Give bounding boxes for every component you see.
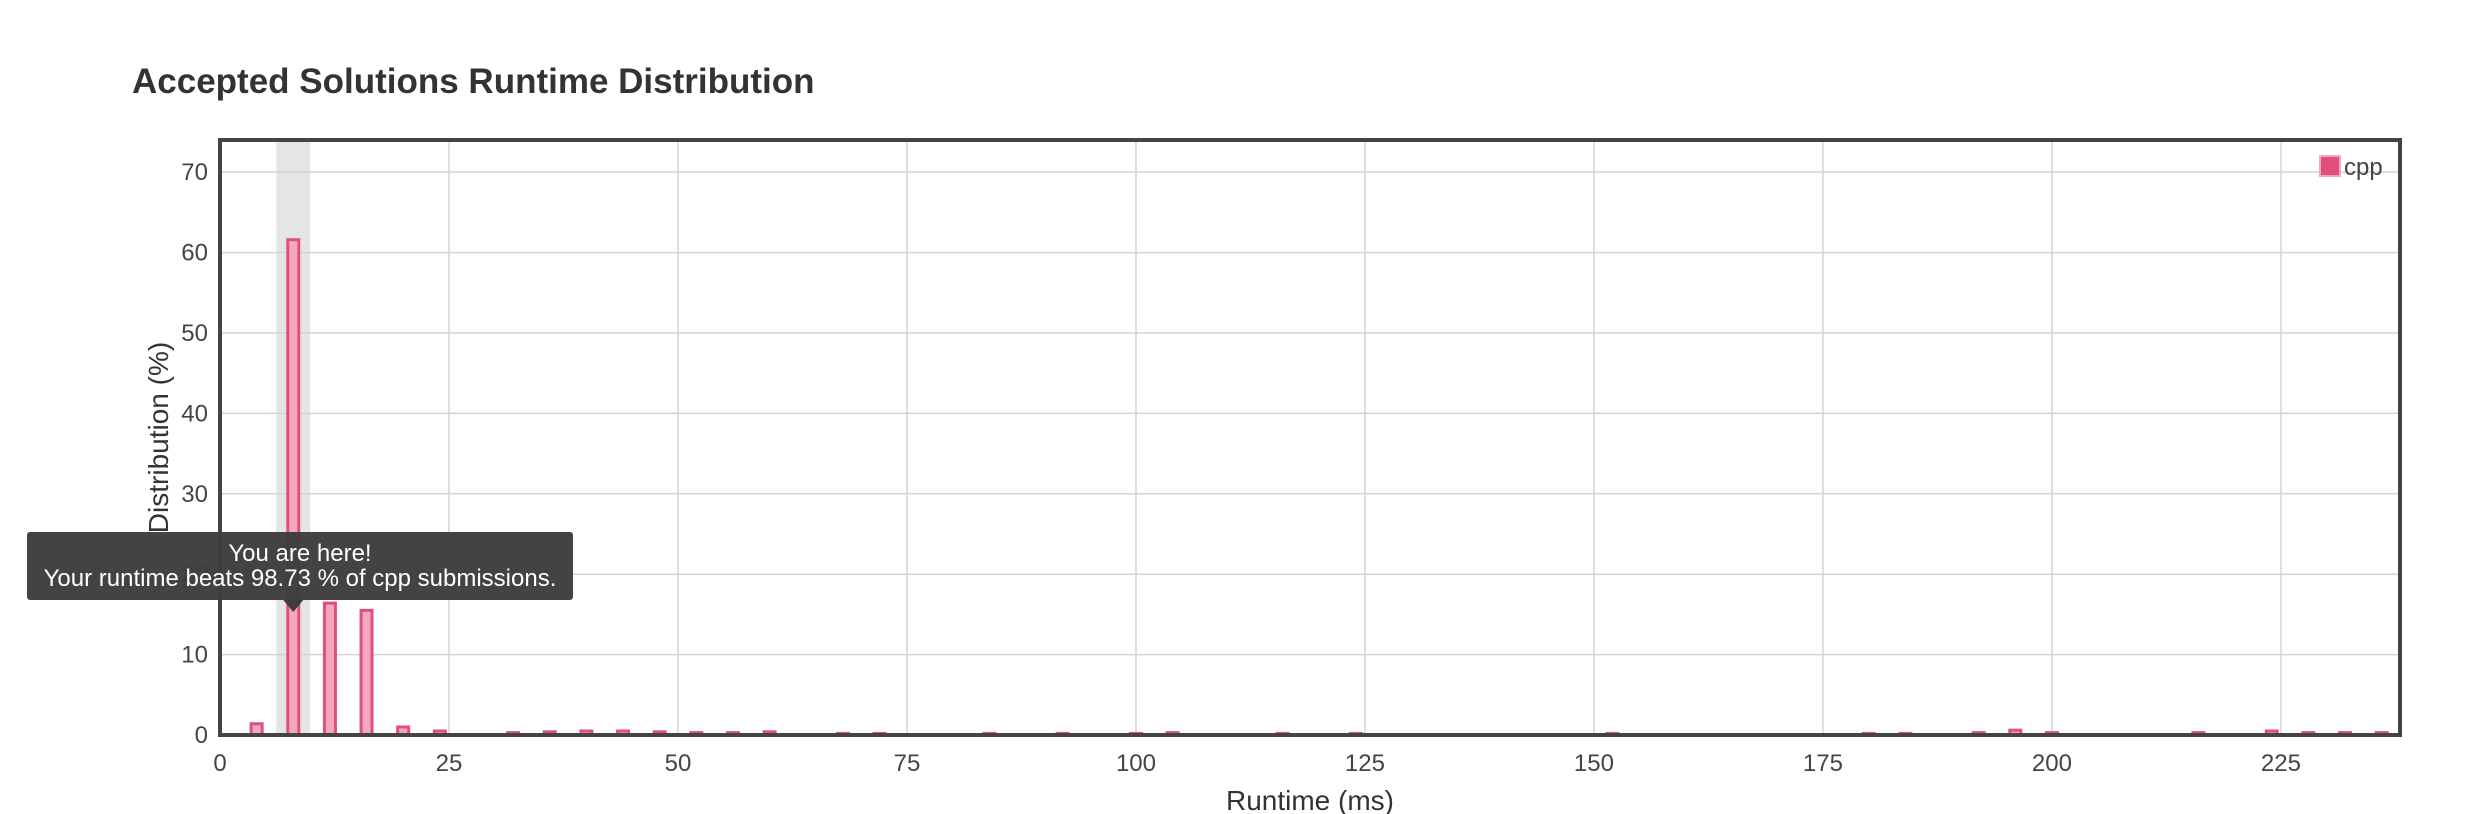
x-tick-label: 25 xyxy=(436,750,463,777)
y-tick-labels: 010203040506070 xyxy=(181,159,208,749)
x-tick-label: 75 xyxy=(894,750,921,777)
y-tick-label: 30 xyxy=(181,481,208,508)
x-tick-label: 175 xyxy=(1803,750,1843,777)
x-tick-labels: 0 25 50 75 100 125 150 175 200 225 xyxy=(213,750,2301,777)
bar[interactable] xyxy=(322,601,337,737)
x-tick-label: 100 xyxy=(1116,750,1156,777)
tooltip-message: Your runtime beats 98.73 % of cpp submis… xyxy=(44,565,557,592)
tooltip-arrow xyxy=(283,600,304,612)
y-tick-label: 0 xyxy=(195,722,208,749)
legend-swatch-cpp xyxy=(2319,155,2341,177)
x-axis-title: Runtime (ms) xyxy=(1226,785,1394,814)
x-tick-label: 125 xyxy=(1345,750,1385,777)
bar[interactable] xyxy=(286,238,301,737)
y-tick-label: 60 xyxy=(181,240,208,267)
legend[interactable]: cpp xyxy=(2319,154,2383,181)
y-tick-label: 10 xyxy=(181,642,208,669)
x-tick-label: 200 xyxy=(2032,750,2072,777)
bars-layer xyxy=(249,238,2389,737)
y-tick-label: 40 xyxy=(181,400,208,427)
y-tick-label: 50 xyxy=(181,320,208,347)
x-tick-label: 150 xyxy=(1574,750,1614,777)
x-tick-label: 225 xyxy=(2261,750,2301,777)
legend-label-cpp: cpp xyxy=(2344,154,2383,181)
y-tick-label: 70 xyxy=(181,159,208,186)
x-tick-label: 0 xyxy=(213,750,226,777)
y-axis-title: Distribution (%) xyxy=(143,342,174,533)
tooltip-heading: You are here! xyxy=(228,540,371,567)
tooltip-background xyxy=(27,532,573,600)
bar[interactable] xyxy=(359,608,374,737)
grid-layer xyxy=(220,140,2400,735)
x-tick-label: 50 xyxy=(665,750,692,777)
runtime-tooltip: You are here! Your runtime beats 98.73 %… xyxy=(27,532,573,612)
plot-frame xyxy=(218,138,2402,737)
chart-title: Accepted Solutions Runtime Distribution xyxy=(132,62,815,101)
